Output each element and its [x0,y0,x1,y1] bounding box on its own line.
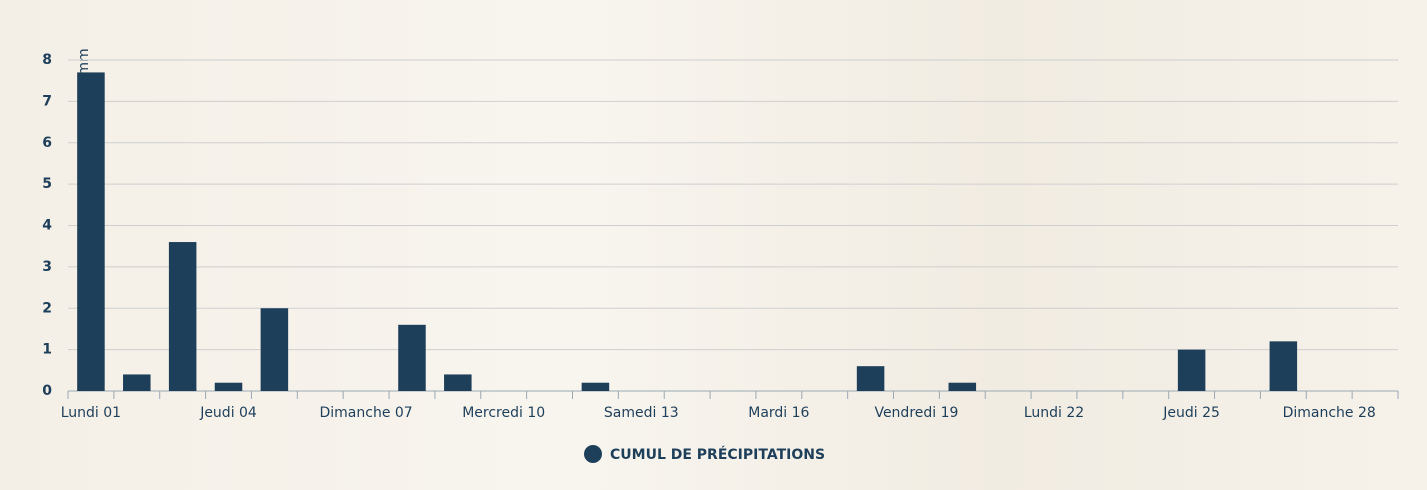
x-tick-label: Dimanche 28 [1283,405,1376,421]
x-tick-label: Dimanche 07 [319,405,412,421]
y-tick-label: 2 [42,300,52,316]
x-tick-label: Jeudi 25 [1162,405,1220,421]
bar [856,366,885,391]
bar [1269,341,1298,391]
bar [398,324,426,391]
bar [444,374,472,391]
legend-marker [584,445,602,463]
x-tick-label: Samedi 13 [604,405,679,421]
x-tick-label: Jeudi 04 [199,405,257,421]
y-axis-label: mm [76,48,92,75]
y-tick-label: 3 [42,259,52,275]
y-tick-label: 7 [42,93,52,109]
bar [260,308,289,391]
bar [214,382,243,391]
bar [168,242,197,391]
y-tick-label: 1 [42,342,52,358]
bar [1177,349,1206,391]
y-tick-label: 5 [42,176,52,192]
x-tick-label: Lundi 22 [1024,405,1084,421]
y-tick-label: 0 [42,383,52,399]
y-tick-label: 4 [42,218,52,234]
bar [123,374,151,391]
y-tick-label: 6 [42,135,52,151]
x-tick-label: Mardi 16 [748,405,809,421]
x-tick-label: Vendredi 19 [874,405,958,421]
x-tick-label: Lundi 01 [61,405,121,421]
bar [948,382,977,391]
x-tick-label: Mercredi 10 [462,405,545,421]
bar [77,72,105,391]
y-tick-label: 8 [42,52,52,68]
bar [581,382,610,391]
legend-label: CUMUL DE PRÉCIPITATIONS [610,446,825,463]
